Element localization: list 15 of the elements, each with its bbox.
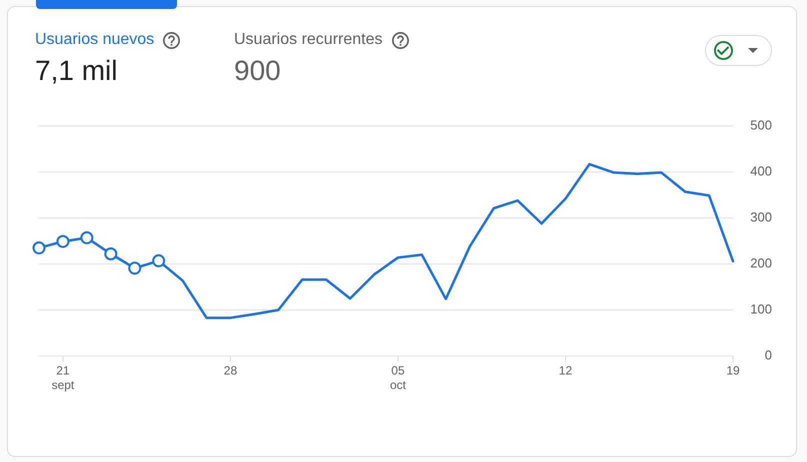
text: Usuarios nuevos bbox=[35, 30, 154, 50]
text: 900 bbox=[234, 55, 281, 87]
x-tick-label: 12 bbox=[558, 364, 572, 378]
y-tick-label: 400 bbox=[750, 164, 772, 179]
y-tick-label: 200 bbox=[750, 256, 772, 271]
y-tick-label: 300 bbox=[750, 210, 772, 225]
x-tick-label: 21 sept bbox=[52, 364, 75, 392]
y-tick-label: 100 bbox=[750, 302, 772, 317]
y-tick-label: 0 bbox=[764, 348, 772, 363]
text: 7,1 mil bbox=[35, 55, 118, 87]
x-tick-label: 28 bbox=[224, 364, 238, 378]
x-tick-label: 05 oct bbox=[390, 364, 407, 392]
text: Usuarios recurrentes bbox=[234, 30, 382, 50]
x-tick-label: 19 bbox=[726, 364, 740, 378]
y-tick-label: 500 bbox=[750, 118, 772, 133]
